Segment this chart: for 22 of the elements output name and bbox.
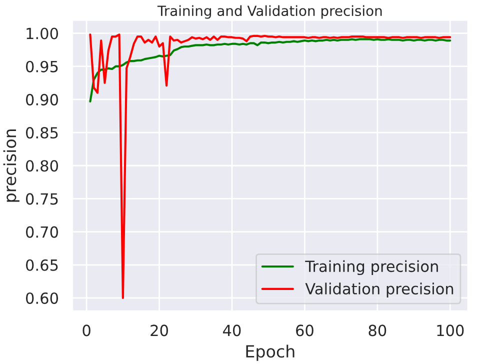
x-tick-label: 60 [296,324,314,336]
y-tick-label: 0.65 [26,259,58,271]
y-tick-label: 0.75 [26,193,58,205]
y-tick-label: 0.85 [26,126,58,139]
y-tick-label: 0.60 [26,292,58,304]
x-tick-label: 40 [223,324,241,336]
y-tick-label: 0.90 [26,94,58,106]
y-tick-label: 0.95 [26,60,58,72]
y-tick-label: 1.00 [26,28,58,40]
x-tick-label: 0 [82,324,90,336]
x-tick-label: 80 [368,324,386,336]
legend-label: Training precision [305,260,438,276]
legend-label: Validation precision [305,282,454,298]
y-axis-title: precision [3,129,20,202]
y-tick-label: 0.80 [26,160,58,172]
chart-title: Training and Validation precision [157,5,382,19]
x-tick-label: 20 [150,324,168,336]
line-series [89,38,452,102]
x-axis-title: Epoch [246,344,294,361]
y-tick-label: 0.70 [26,226,58,238]
x-tick-label: 100 [437,324,464,336]
line-series [89,34,452,300]
